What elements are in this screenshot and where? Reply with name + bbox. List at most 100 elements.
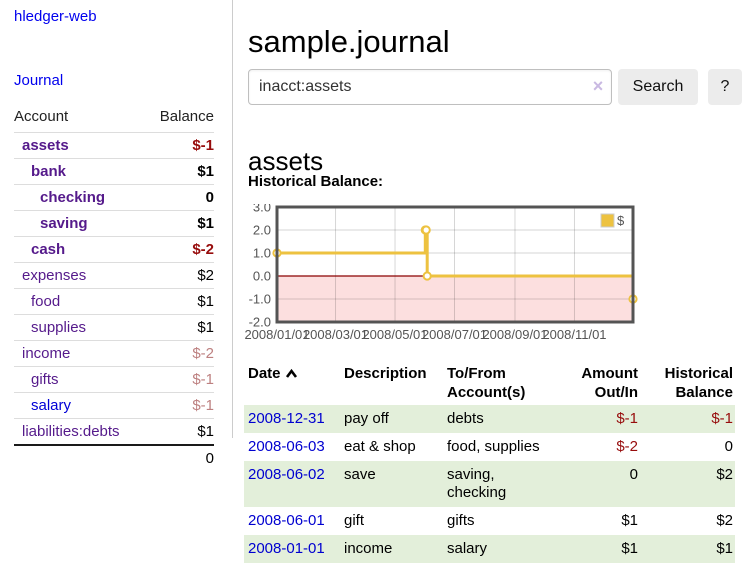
accounts-header-account: Account: [14, 108, 69, 125]
register-table-body: 2008-12-31 pay off debts $-1 $-1 2008-06…: [244, 405, 735, 563]
transaction-amount: $1: [621, 512, 638, 529]
account-balance: $1: [146, 158, 214, 185]
account-tree-row: food $1: [14, 288, 214, 315]
svg-text:2008/01/01: 2008/01/01: [244, 327, 309, 342]
register-header-date[interactable]: Date: [244, 361, 342, 405]
svg-text:2008/09/01: 2008/09/01: [482, 327, 547, 342]
svg-text:2008/03/01: 2008/03/01: [303, 327, 368, 342]
account-balance: $-2: [146, 340, 214, 367]
transaction-description: save: [344, 466, 376, 483]
clear-search-icon[interactable]: ×: [592, 76, 604, 96]
accounts-total-balance: 0: [146, 444, 214, 471]
transaction-description: gift: [344, 512, 365, 529]
register-header-balance: Historical Balance: [664, 365, 733, 401]
account-tree-row: checking 0: [14, 184, 214, 211]
account-balance: $1: [146, 418, 214, 445]
account-tree-row: income $-2: [14, 340, 214, 367]
account-balance: $-1: [146, 392, 214, 419]
account-balance: 0: [146, 184, 214, 211]
account-link[interactable]: assets: [22, 137, 69, 154]
accounts-header-balance: Balance: [159, 108, 214, 125]
account-tree-row: supplies $1: [14, 314, 214, 341]
account-balance: $-1: [146, 132, 214, 159]
sidebar-item-journal[interactable]: Journal: [14, 72, 64, 89]
sort-ascending-icon: [285, 365, 298, 384]
account-tree-row: salary $-1: [14, 392, 214, 419]
transaction-date-link[interactable]: 2008-06-02: [248, 466, 325, 483]
account-link[interactable]: income: [22, 345, 71, 362]
transaction-amount: 0: [629, 466, 638, 483]
svg-text:2008/07/01: 2008/07/01: [422, 327, 487, 342]
app-title-link[interactable]: hledger-web: [14, 8, 97, 25]
transaction-date-link[interactable]: 2008-12-31: [248, 410, 325, 427]
transaction-accounts: salary: [447, 540, 488, 557]
svg-text:1.0: 1.0: [253, 246, 271, 261]
sidebar: hledger-web Journal Account Balance asse…: [0, 0, 233, 471]
account-heading: assets: [248, 145, 324, 176]
account-link[interactable]: salary: [31, 397, 72, 414]
account-balance: $-2: [146, 236, 214, 263]
account-link[interactable]: supplies: [31, 319, 87, 336]
account-link[interactable]: liabilities:debts: [22, 423, 120, 440]
historical-balance-chart: $3.0 2.0 1.0 0.0 -1.0 -2.02008/01/012008/03/0…: [244, 204, 638, 342]
account-link[interactable]: gifts: [31, 371, 59, 388]
transaction-description: income: [344, 540, 393, 557]
transaction-date-link[interactable]: 2008-06-03: [248, 438, 325, 455]
account-tree-row: gifts $-1: [14, 366, 214, 393]
account-link[interactable]: bank: [31, 163, 67, 180]
svg-text:2.0: 2.0: [253, 223, 271, 238]
register-row: 2008-06-03 eat & shop food, supplies $-2…: [244, 433, 735, 461]
transaction-amount: $-2: [616, 438, 638, 455]
svg-text:2008/05/01: 2008/05/01: [362, 327, 427, 342]
account-tree-row: expenses $2: [14, 262, 214, 289]
svg-text:0.0: 0.0: [253, 269, 271, 284]
account-tree-row: bank $1: [14, 158, 214, 185]
transaction-description: pay off: [344, 410, 389, 427]
transaction-balance: $2: [716, 466, 733, 483]
register-header-row: Date Description To/From Account(s) Amou…: [244, 361, 735, 405]
accounts-table-body: assets $-1 bank $1 checking 0 saving $1 …: [14, 132, 214, 445]
search-button[interactable]: Search: [618, 69, 698, 105]
svg-text:2008/11/01: 2008/11/01: [542, 327, 606, 342]
transaction-accounts: food, supplies: [447, 438, 540, 455]
transaction-date-link[interactable]: 2008-06-01: [248, 512, 325, 529]
account-link[interactable]: expenses: [22, 267, 87, 284]
transaction-balance: 0: [724, 438, 733, 455]
account-tree-row: liabilities:debts $1: [14, 418, 214, 445]
svg-text:3.0: 3.0: [253, 204, 271, 215]
account-link[interactable]: saving: [40, 215, 88, 232]
chart-title: Historical Balance:: [248, 173, 384, 190]
account-link[interactable]: cash: [31, 241, 66, 258]
svg-text:$: $: [617, 213, 625, 228]
help-button[interactable]: ?: [708, 69, 742, 105]
transaction-description: eat & shop: [344, 438, 416, 455]
svg-text:-1.0: -1.0: [249, 292, 271, 307]
transaction-accounts: gifts: [447, 512, 475, 529]
register-header-description: Description: [344, 365, 427, 382]
search-bar: × Search ?: [248, 69, 742, 105]
account-link[interactable]: food: [31, 293, 61, 310]
account-link[interactable]: checking: [40, 189, 106, 206]
account-balance: $-1: [146, 366, 214, 393]
register-header-amount: Amount Out/In: [581, 365, 638, 401]
transaction-balance: $1: [716, 540, 733, 557]
accounts-table: Account Balance assets $-1 bank $1 check…: [14, 104, 214, 471]
transaction-accounts: saving, checking: [447, 466, 507, 501]
transaction-date-link[interactable]: 2008-01-01: [248, 540, 325, 557]
transaction-balance: $-1: [711, 410, 733, 427]
account-balance: $2: [146, 262, 214, 289]
account-balance: $1: [146, 210, 214, 237]
account-tree-row: saving $1: [14, 210, 214, 237]
register-table: Date Description To/From Account(s) Amou…: [244, 361, 735, 563]
svg-text:-2.0: -2.0: [249, 315, 271, 330]
accounts-total-row: 0: [14, 444, 214, 471]
register-row: 2008-06-01 gift gifts $1 $2: [244, 507, 735, 535]
transaction-accounts: debts: [447, 410, 484, 427]
transaction-amount: $1: [621, 540, 638, 557]
account-balance: $1: [146, 288, 214, 315]
register-header-accounts: To/From Account(s): [447, 365, 526, 401]
search-input[interactable]: [248, 69, 612, 105]
register-row: 2008-01-01 income salary $1 $1: [244, 535, 735, 563]
register-row: 2008-06-02 save saving, checking 0 $2: [244, 461, 735, 507]
register-row: 2008-12-31 pay off debts $-1 $-1: [244, 405, 735, 433]
